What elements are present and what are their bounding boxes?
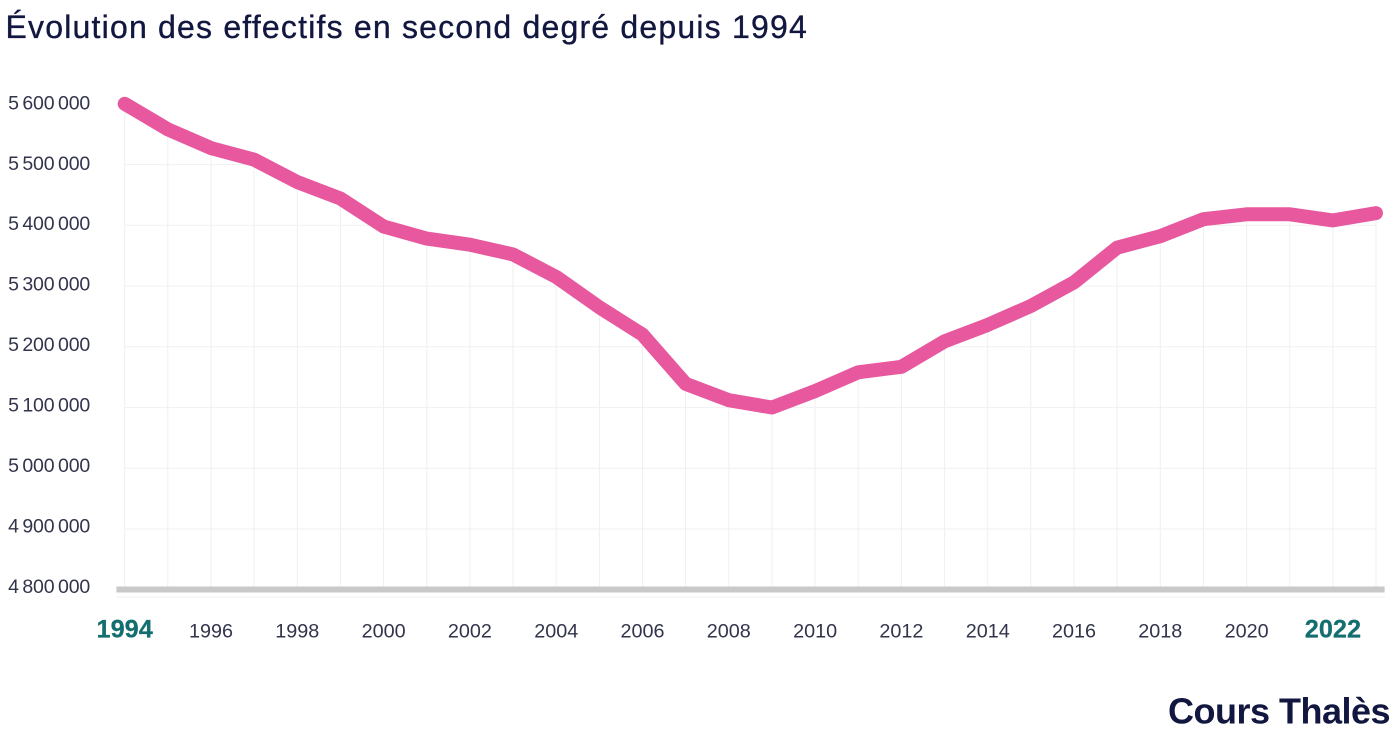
svg-text:2008: 2008 — [707, 621, 751, 643]
svg-text:5 500 000: 5 500 000 — [8, 153, 90, 175]
svg-text:2018: 2018 — [1138, 621, 1182, 643]
svg-text:5 400 000: 5 400 000 — [8, 213, 90, 235]
svg-text:5 100 000: 5 100 000 — [8, 395, 90, 417]
svg-text:1996: 1996 — [189, 621, 233, 643]
svg-text:1998: 1998 — [275, 621, 319, 643]
svg-text:2010: 2010 — [793, 621, 837, 643]
svg-text:4 900 000: 4 900 000 — [8, 516, 90, 538]
svg-text:2016: 2016 — [1052, 621, 1096, 643]
svg-text:Évolution des effectifs en sec: Évolution des effectifs en second degré … — [6, 9, 808, 45]
svg-text:2020: 2020 — [1225, 621, 1269, 643]
svg-text:2000: 2000 — [362, 621, 406, 643]
svg-text:2014: 2014 — [966, 621, 1010, 643]
svg-text:1994: 1994 — [97, 616, 153, 644]
svg-text:Cours Thalès: Cours Thalès — [1168, 690, 1390, 731]
svg-text:2022: 2022 — [1305, 616, 1361, 644]
svg-text:5 600 000: 5 600 000 — [8, 92, 90, 114]
svg-text:4 800 000: 4 800 000 — [8, 576, 90, 598]
svg-text:2004: 2004 — [534, 621, 578, 643]
svg-text:5 200 000: 5 200 000 — [8, 334, 90, 356]
svg-text:2002: 2002 — [448, 621, 492, 643]
svg-text:5 000 000: 5 000 000 — [8, 455, 90, 477]
svg-text:2006: 2006 — [620, 621, 664, 643]
svg-text:2012: 2012 — [879, 621, 923, 643]
svg-text:5 300 000: 5 300 000 — [8, 274, 90, 296]
